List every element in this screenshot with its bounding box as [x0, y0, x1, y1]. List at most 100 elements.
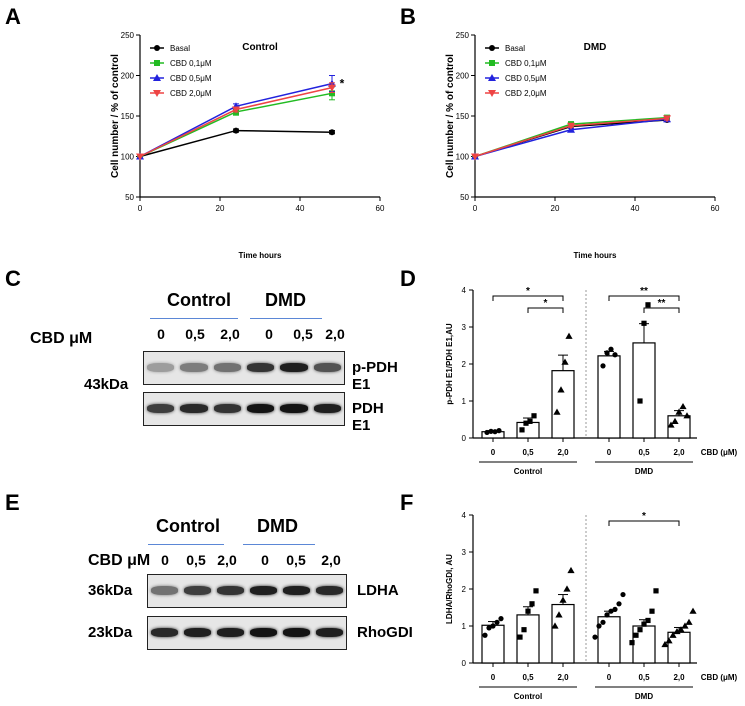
- data-point: [484, 429, 490, 436]
- data-point: [679, 402, 687, 410]
- panel-label-b: B: [400, 4, 416, 29]
- y-tick-label: 3: [462, 323, 467, 332]
- blot-unit-label: CBD μM: [88, 552, 151, 569]
- x-tick-label: 0: [491, 448, 496, 457]
- data-point: [641, 320, 647, 326]
- lane-label: 0: [265, 326, 273, 342]
- blot-band: [213, 363, 241, 372]
- lane-label: 0: [157, 326, 165, 342]
- data-point: [519, 427, 525, 433]
- data-point: [567, 566, 575, 574]
- x-tick-label: 20: [551, 204, 560, 213]
- data-point: [669, 631, 677, 638]
- data-point: [675, 408, 683, 415]
- y-tick-label: 1: [462, 397, 467, 406]
- series-line: [139, 86, 333, 158]
- data-point: [494, 619, 500, 625]
- lane-label: 0,5: [293, 326, 313, 342]
- significance-star: *: [340, 77, 345, 91]
- blot-band: [247, 363, 275, 372]
- blot-strip-ldha: [147, 574, 347, 608]
- data-point: [561, 358, 569, 365]
- blot-row-label: PDH E1: [352, 400, 384, 434]
- data-point: [527, 418, 533, 424]
- blot-band: [316, 628, 343, 637]
- data-point: [471, 153, 479, 161]
- data-point: [136, 153, 144, 161]
- bar: [551, 603, 575, 664]
- y-tick-label: 150: [121, 112, 135, 121]
- blot-band: [283, 628, 310, 637]
- x-tick-label: 60: [376, 204, 385, 213]
- molecular-weight-label: 43kDa: [84, 376, 129, 393]
- blot-band: [180, 363, 208, 372]
- significance-star: *: [526, 286, 530, 297]
- y-axis-label: Cell number / % of control: [110, 54, 121, 178]
- data-point: [685, 618, 693, 625]
- significance-star: **: [658, 298, 666, 309]
- group-underline-control: [150, 318, 238, 319]
- data-point: [677, 626, 685, 633]
- x-tick-label: 2,0: [673, 448, 685, 457]
- x-tick-label: 60: [711, 204, 720, 213]
- data-point: [608, 608, 614, 614]
- panel-label-e: E: [5, 490, 20, 515]
- significance-star: **: [640, 286, 648, 297]
- data-point: [233, 127, 239, 134]
- y-tick-label: 4: [462, 511, 467, 520]
- x-tick-label: 0: [607, 673, 612, 682]
- y-axis-label: LDHA/RhoGDI, AU: [445, 554, 454, 624]
- x-tick-label: 2,0: [557, 673, 569, 682]
- data-point: [523, 420, 529, 426]
- blot-band: [184, 628, 211, 637]
- data-point: [555, 611, 563, 618]
- data-point: [329, 129, 335, 136]
- y-tick-label: 100: [121, 153, 135, 162]
- data-point: [645, 302, 651, 308]
- y-tick-label: 3: [462, 548, 467, 557]
- x-axis-label: Time hours: [239, 251, 283, 260]
- legend-marker: [488, 74, 496, 81]
- significance-bracket: [527, 307, 564, 313]
- data-point: [553, 408, 561, 415]
- data-point: [616, 601, 622, 607]
- data-point: [567, 122, 575, 130]
- blot-group-control: Control: [167, 290, 231, 310]
- lane-label: 2,0: [217, 552, 237, 568]
- blot-strip-rhogdi: [147, 616, 347, 650]
- panel-label-a: A: [5, 4, 21, 29]
- y-tick-label: 0: [462, 434, 467, 443]
- data-point: [232, 106, 240, 114]
- y-tick-label: 250: [456, 31, 470, 40]
- significance-star: *: [544, 298, 548, 309]
- y-tick-label: 200: [121, 72, 135, 81]
- legend-label: CBD 2,0μM: [170, 89, 212, 98]
- group-underline-dmd: [250, 318, 322, 319]
- x-tick-label: 2,0: [673, 673, 685, 682]
- blot-band: [217, 628, 244, 637]
- bar: [551, 370, 575, 439]
- legend-label: Basal: [170, 44, 190, 53]
- y-tick-label: 2: [462, 360, 467, 369]
- bar-chart-p-pdh: 0 1 2 3 4 p-PDH E1/PDH E1,AU 0 0,5 2,0 0 0,5 2,0 CBD…: [445, 286, 738, 476]
- legend-label: CBD 0,1μM: [170, 59, 212, 68]
- data-point: [683, 412, 691, 419]
- blot-group-control: Control: [156, 516, 220, 536]
- legend-marker: [153, 90, 161, 97]
- y-tick-label: 0: [462, 659, 467, 668]
- blot-band: [213, 404, 241, 413]
- data-point: [596, 623, 602, 629]
- blot-strip-p-pdh-e1: [143, 351, 345, 385]
- data-point: [329, 90, 335, 97]
- data-point: [671, 417, 679, 424]
- data-point: [559, 596, 567, 603]
- data-point: [641, 621, 647, 627]
- blot-band: [316, 586, 343, 595]
- blot-unit-label: CBD μM: [30, 330, 93, 347]
- group-label: Control: [514, 692, 542, 701]
- blot-band: [313, 404, 341, 413]
- lane-label: 2,0: [325, 326, 345, 342]
- legend-marker: [153, 74, 161, 81]
- bar: [481, 624, 505, 664]
- lane-label: 2,0: [321, 552, 341, 568]
